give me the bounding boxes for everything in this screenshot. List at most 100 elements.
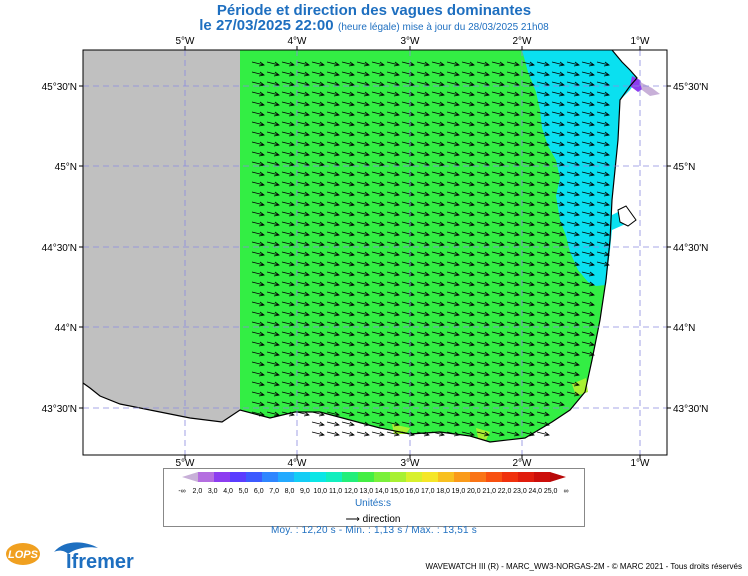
coastline	[83, 50, 638, 443]
direction-arrow	[416, 151, 430, 157]
direction-arrow	[476, 271, 490, 277]
direction-arrow	[326, 361, 340, 367]
direction-arrow	[296, 171, 310, 177]
direction-arrow	[446, 371, 460, 377]
direction-arrow	[356, 271, 370, 277]
direction-arrow	[296, 91, 310, 97]
direction-arrow	[431, 211, 445, 217]
direction-arrow	[476, 101, 490, 107]
direction-arrow	[296, 291, 310, 297]
direction-arrow	[401, 251, 415, 257]
color-scale-tick-label: 6,0	[254, 488, 264, 495]
direction-arrow	[251, 401, 265, 407]
direction-arrow	[341, 111, 355, 117]
direction-arrow	[341, 231, 355, 237]
direction-arrow	[296, 61, 310, 67]
direction-arrow	[401, 171, 415, 177]
lat-label-right: 44°N	[673, 323, 695, 334]
direction-arrow	[596, 191, 610, 197]
direction-arrow	[296, 201, 310, 207]
direction-arrow	[491, 421, 505, 427]
direction-arrow	[431, 391, 445, 397]
lon-label-bottom: 3°W	[401, 458, 421, 469]
color-scale-segment	[214, 472, 231, 482]
direction-arrow	[356, 321, 370, 327]
direction-arrow	[296, 251, 310, 257]
direction-arrow	[311, 151, 325, 157]
direction-arrow	[251, 361, 265, 367]
sea-period-field	[240, 50, 637, 442]
direction-arrow	[311, 351, 325, 357]
direction-arrow	[446, 121, 460, 127]
lat-label-right: 43°30'N	[673, 404, 708, 415]
direction-arrow	[491, 271, 505, 277]
direction-arrow	[446, 301, 460, 307]
direction-arrow	[296, 271, 310, 277]
direction-arrow	[416, 291, 430, 297]
direction-arrow	[551, 371, 565, 377]
direction-arrow	[251, 311, 265, 317]
direction-arrow	[386, 61, 400, 67]
direction-arrow	[536, 271, 550, 277]
direction-arrow	[476, 91, 490, 97]
color-scale-segment	[438, 472, 455, 482]
direction-arrow	[401, 431, 415, 437]
direction-arrow	[581, 271, 595, 277]
direction-arrow	[386, 421, 400, 427]
direction-arrow	[536, 71, 550, 77]
direction-arrow	[416, 231, 430, 237]
direction-arrow	[476, 381, 490, 387]
direction-arrow	[446, 311, 460, 317]
direction-arrow	[446, 171, 460, 177]
direction-arrow	[521, 111, 535, 117]
lon-label-bottom: 4°W	[288, 458, 308, 469]
direction-arrow	[446, 431, 460, 437]
direction-arrow	[341, 131, 355, 137]
direction-arrow	[416, 181, 430, 187]
direction-arrow	[341, 91, 355, 97]
direction-arrow	[416, 251, 430, 257]
direction-arrow	[581, 101, 595, 107]
direction-arrow	[431, 331, 445, 337]
direction-arrow	[491, 391, 505, 397]
direction-arrow	[431, 131, 445, 137]
direction-arrow	[446, 101, 460, 107]
direction-arrow	[461, 421, 475, 427]
direction-arrow	[326, 181, 340, 187]
direction-arrow	[266, 191, 280, 197]
direction-arrow	[461, 261, 475, 267]
direction-arrow	[356, 91, 370, 97]
direction-arrow	[566, 241, 580, 247]
direction-arrow	[341, 221, 355, 227]
direction-arrow	[551, 271, 565, 277]
direction-arrow	[431, 171, 445, 177]
direction-arrow	[311, 311, 325, 317]
direction-arrow	[371, 261, 385, 267]
map-frame	[82, 49, 668, 456]
direction-arrow	[401, 191, 415, 197]
direction-arrow	[386, 281, 400, 287]
direction-arrow	[326, 91, 340, 97]
direction-arrow	[521, 231, 535, 237]
direction-arrow	[371, 371, 385, 377]
lon-label-bottom: 5°W	[176, 458, 196, 469]
direction-arrow	[326, 381, 340, 387]
direction-arrow	[341, 71, 355, 77]
direction-arrow	[266, 211, 280, 217]
direction-arrow	[356, 201, 370, 207]
direction-arrow	[281, 351, 295, 357]
direction-arrow	[431, 201, 445, 207]
direction-arrow	[566, 191, 580, 197]
direction-arrow	[416, 371, 430, 377]
direction-arrow	[386, 91, 400, 97]
direction-arrow	[461, 121, 475, 127]
direction-arrows	[251, 61, 610, 437]
direction-arrow	[416, 411, 430, 417]
direction-arrow	[476, 281, 490, 287]
direction-arrow	[386, 231, 400, 237]
direction-arrow	[356, 141, 370, 147]
direction-arrow	[551, 171, 565, 177]
direction-arrow	[536, 141, 550, 147]
direction-arrow	[401, 321, 415, 327]
direction-arrow	[251, 211, 265, 217]
